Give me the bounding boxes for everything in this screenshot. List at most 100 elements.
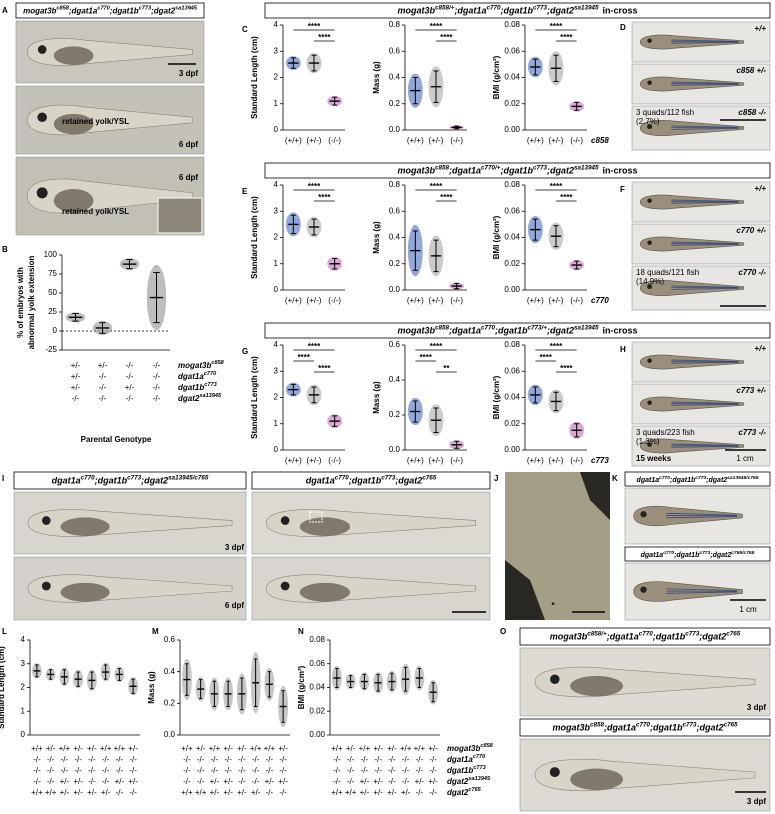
label: F [620,185,625,194]
superscript: c773 [381,475,396,482]
y-tick-label: 0.00 [504,125,520,134]
label: -/- [252,766,260,775]
strain-label: c773 [591,456,609,465]
gene: mogat3b [397,326,435,336]
label: Parental Genotype [81,435,152,444]
y-tick-label: 0 [274,285,279,294]
stripe [671,401,739,404]
gene: ;dgat1a [449,326,481,336]
label: +/+ [331,788,343,797]
label: D [620,23,626,32]
gene: ;dgat1b [670,477,696,484]
label: -/- [61,755,69,764]
y-axis-label: Standard Length (cm) [0,646,6,729]
label: c773 -/- [738,428,766,437]
superscript: c773 [533,5,548,12]
label: -/- [429,755,437,764]
label: -/- [88,755,96,764]
label: -/- [197,766,205,775]
label: -/- [347,777,355,786]
label: c770 +/- [736,226,766,235]
label: -/- [279,755,287,764]
y-tick-label: 0.02 [504,99,520,108]
x-tick-label: (+/+) [407,456,424,465]
stripe [671,201,739,204]
label: * [551,601,555,610]
significance-label: **** [308,182,321,191]
x-tick-label: (+/-) [307,456,322,465]
label: +/+ [31,788,43,797]
gene: dgat1b [178,383,204,392]
gene: dgat1a [637,477,660,484]
label: +/- [237,788,247,797]
label: +/- [73,744,83,753]
label: -/- [129,788,137,797]
eye [280,516,290,525]
label: +/+ [754,24,766,33]
x-tick-label: (+/-) [307,296,322,305]
stripe [671,83,739,86]
label: +/- [87,744,97,753]
label: +/- [265,777,275,786]
x-tick-label: (+/+) [285,136,302,145]
gene: ;dgat2 [706,477,727,484]
eye [647,198,652,203]
stripe [671,443,739,446]
eye [647,358,652,363]
genotype-text: dgat1ac770;dgat1bc773;dgat2sa13945/c765 [52,475,209,486]
y-tick-label: 0.4 [389,73,401,82]
y-tick-label: 4 [21,635,26,644]
superscript: c770 [97,6,110,12]
header-box [519,718,771,737]
superscript: c773 [139,6,152,12]
label: +/- [210,777,220,786]
stripe [671,81,739,84]
gene: dgat1a [641,552,664,559]
y-tick-label: 3 [274,206,279,215]
label: -/- [102,766,110,775]
label: -/- [238,766,246,775]
stripe [671,125,739,128]
y-tick-label: 4 [274,180,279,189]
gene: ;dgat2 [547,326,574,336]
label: +/- [428,744,438,753]
stripe [671,39,739,42]
significance-label: **** [440,193,453,202]
y-tick-label: 4 [274,340,279,349]
superscript: c765 [468,787,481,793]
label: -/- [279,788,287,797]
significance-label: **** [430,22,443,31]
gene: ;dgat1b [495,326,528,336]
label: -/- [224,766,232,775]
x-tick-label: (+/+) [527,136,544,145]
x-tick-label: (-/-) [328,136,341,145]
gene: ;dgat1b [650,723,683,733]
x-tick-label: (+/-) [429,136,444,145]
superscript: sa13945 [574,165,599,172]
significance-label: **** [550,22,563,31]
label: -/- [402,777,410,786]
x-tick-label: (+/+) [407,136,424,145]
label: -/- [153,394,161,403]
label: -/- [33,777,41,786]
x-tick-label: (+/-) [549,136,564,145]
label: +/- [237,744,247,753]
genotype-text: mogat3bc858;dgat1ac770/+;dgat1bc773;dgat… [397,165,637,176]
y-tick-label: 0.2 [389,410,401,419]
label: -/- [183,777,191,786]
y-tick-label: 0.00 [309,730,325,739]
gene: dgat1a [447,755,473,764]
label: -/- [224,755,232,764]
yolk [60,517,110,537]
superscript: c765 [724,722,739,729]
gene: ;dgat1a [604,723,636,733]
superscript: c773/+ [528,325,548,332]
significance-label: **** [550,182,563,191]
label: +/+ [209,744,221,753]
y-tick-label: 75 [48,269,57,278]
genotype-text: dgat2c765 [447,787,482,797]
x-tick-label: (+/-) [307,136,322,145]
label: -/- [183,755,191,764]
y-tick-label: 0.08 [309,635,325,644]
yolk [53,188,94,213]
